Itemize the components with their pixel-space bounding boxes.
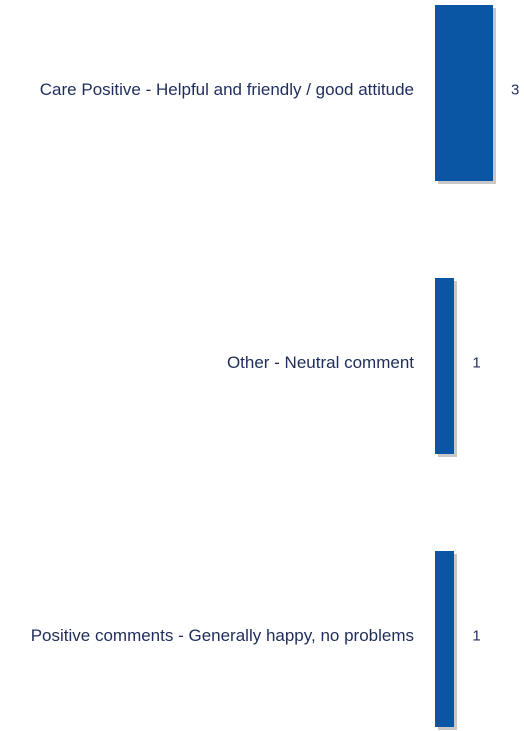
bar <box>435 5 493 181</box>
category-label: Positive comments - Generally happy, no … <box>30 626 414 645</box>
value-label: 1 <box>472 354 481 372</box>
bar <box>435 551 455 727</box>
bar <box>435 278 455 454</box>
category-label: Care Positive - Helpful and friendly / g… <box>39 80 414 99</box>
value-label: 3 <box>511 81 520 99</box>
value-label: 1 <box>472 627 481 645</box>
category-label: Other - Neutral comment <box>226 353 414 372</box>
